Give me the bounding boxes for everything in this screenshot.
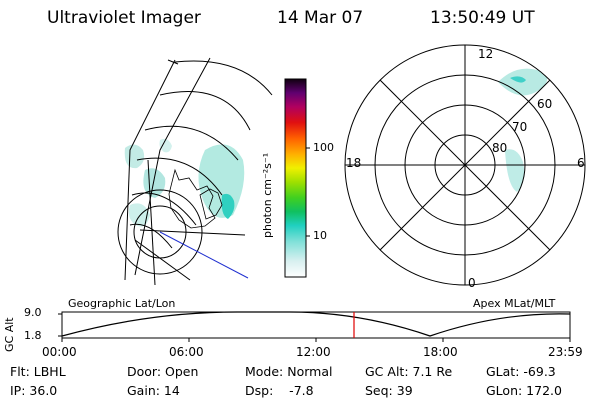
altitude-timeline: [58, 311, 571, 342]
dsp-status: Dsp: -7.8: [245, 383, 314, 398]
time-label: 13:50:49 UT: [430, 8, 535, 28]
filter-status: Flt: LBHL: [10, 364, 66, 379]
lat-label-70: 70: [512, 120, 528, 134]
gain-status: Gain: 14: [127, 383, 180, 398]
timeline-xtick-1200: 12:00: [296, 345, 331, 359]
timeline-ytick-low: 1.8: [24, 329, 42, 342]
mlt-label-0: 0: [468, 276, 476, 290]
mode-status: Mode: Normal: [245, 364, 333, 379]
polar-emission: [498, 68, 548, 192]
colorbar-tick-label-10: 10: [313, 229, 327, 242]
seq-status: Seq: 39: [365, 383, 413, 398]
gc-alt-status: GC Alt: 7.1 Re: [365, 364, 453, 379]
mlt-label-18: 18: [346, 156, 362, 170]
lat-label-60: 60: [537, 97, 553, 111]
polar-plot: [344, 44, 586, 286]
timeline-xtick-1800: 18:00: [423, 345, 458, 359]
colorbar-scale: [284, 78, 307, 278]
timeline-frame: [61, 311, 571, 339]
lat-label-80: 80: [492, 141, 508, 155]
mlt-label-12: 12: [478, 47, 494, 61]
timeline-left-caption: Geographic Lat/Lon: [68, 297, 176, 310]
date-label: 14 Mar 07: [277, 8, 364, 28]
colorbar: [284, 78, 310, 278]
glon-status: GLon: 172.0: [486, 383, 562, 398]
timeline-ylabel: GC Alt: [3, 317, 16, 352]
geo-emission-blobs: [124, 138, 245, 227]
timeline-ytick-high: 9.0: [24, 306, 42, 319]
timeline-right-caption: Apex MLat/MLT: [473, 297, 556, 310]
timeline-xtick-0000: 00:00: [42, 345, 77, 359]
geographic-map: [117, 57, 273, 286]
ip-status: IP: 36.0: [10, 383, 58, 398]
glat-status: GLat: -69.3: [486, 364, 556, 379]
colorbar-label: photon cm⁻²s⁻¹: [261, 152, 274, 238]
door-status: Door: Open: [127, 364, 199, 379]
instrument-title: Ultraviolet Imager: [47, 8, 201, 28]
mlt-label-6: 6: [577, 156, 585, 170]
colorbar-tick-label-100: 100: [313, 141, 334, 154]
altitude-curve: [61, 311, 571, 337]
timeline-xtick-2359: 23:59: [548, 345, 583, 359]
timeline-xtick-0600: 06:00: [169, 345, 204, 359]
